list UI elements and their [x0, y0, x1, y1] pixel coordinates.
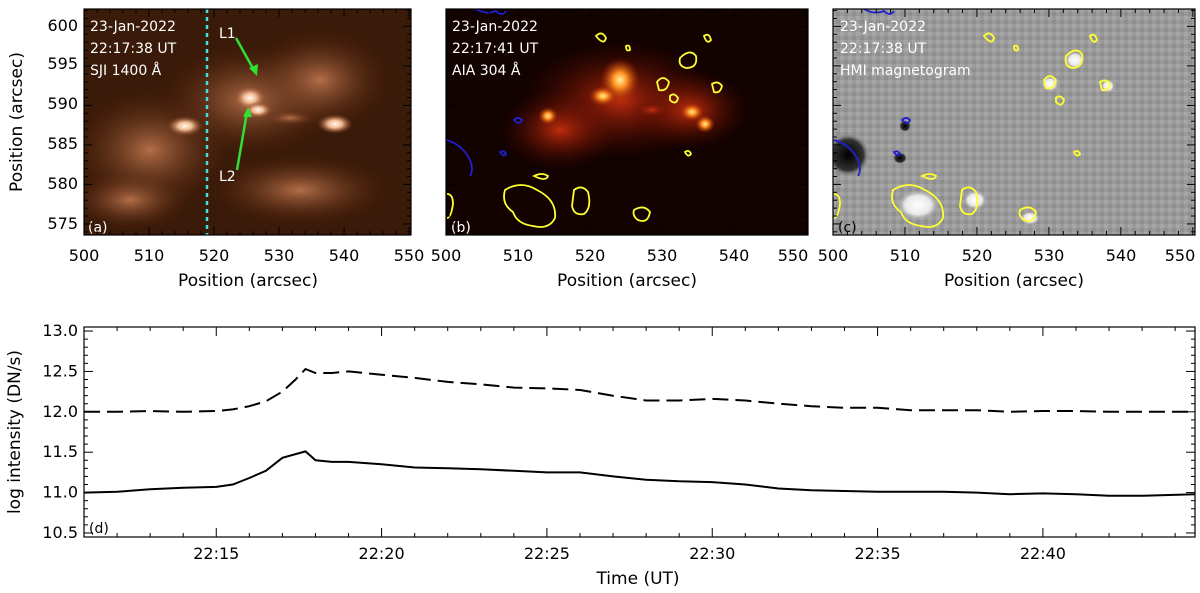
xtick-label: 550	[1165, 246, 1196, 265]
panel-b-label: (b)	[451, 220, 471, 236]
arrow-l2	[235, 111, 249, 171]
ytick-label: 590	[47, 94, 78, 113]
xtick-label: 540	[1106, 246, 1137, 265]
xtick-label: 530	[1034, 246, 1065, 265]
ytick-label: 600	[47, 16, 78, 35]
panel-c-label: (c)	[838, 220, 857, 236]
panel-a-xlabel: Position (arcsec)	[178, 271, 318, 291]
panel-c-contours-negative	[833, 9, 912, 177]
arrow-l1	[234, 37, 257, 73]
ytick-label: 595	[47, 54, 78, 73]
panel-c-image	[833, 9, 1115, 228]
x-tick-label: 22:35	[855, 544, 901, 563]
x-tick-label: 22:15	[193, 544, 239, 563]
panel-a-image	[84, 9, 390, 235]
panel-c-xlabel: Position (arcsec)	[944, 271, 1084, 291]
arrow-label-l1: L1	[219, 26, 236, 42]
panel-b-instrument: AIA 304 Å	[452, 62, 521, 79]
x-tick-label: 22:20	[359, 544, 405, 563]
x-tick-label: 22:40	[1020, 544, 1066, 563]
panel-a-time: 22:17:38 UT	[90, 41, 177, 57]
panel-a-ylabel: Position (arcsec)	[7, 52, 27, 192]
xtick-label: 520	[962, 246, 993, 265]
xtick-label: 530	[264, 246, 295, 265]
panel-b-contours-positive	[446, 32, 723, 228]
x-tick-label: 22:30	[689, 544, 735, 563]
xtick-label: 500	[431, 246, 462, 265]
panel-b-frame	[445, 8, 809, 236]
panel-b-xtick-labels: 500 510 520 530 540 550	[431, 246, 809, 265]
y-tick-label: 13.0	[42, 321, 78, 340]
panel-a: 23-Jan-2022 22:17:38 UT SJI 1400 Å L1 L2…	[7, 8, 425, 291]
panel-d-ticks	[83, 327, 1195, 537]
panel-c: 23-Jan-2022 22:17:38 UT HMI magnetogram …	[818, 8, 1196, 291]
panel-a-label: (a)	[88, 220, 108, 236]
xtick-label: 510	[503, 246, 534, 265]
panel-a-frame	[83, 8, 412, 236]
y-tick-label: 11.0	[42, 483, 78, 502]
panel-b-xlabel: Position (arcsec)	[557, 271, 697, 291]
panel-d-label: (d)	[89, 521, 109, 537]
xtick-label: 510	[890, 246, 921, 265]
panel-c-contours-positive	[833, 32, 1111, 228]
series-line-dashed	[84, 367, 1195, 413]
xtick-label: 550	[394, 246, 425, 265]
panel-c-date: 23-Jan-2022	[840, 19, 926, 35]
ytick-label: 580	[47, 174, 78, 193]
xtick-label: 540	[719, 246, 750, 265]
panel-a-ticks	[83, 9, 411, 235]
panel-b-contours-negative	[446, 9, 524, 177]
xtick-label: 500	[69, 246, 100, 265]
panel-a-date: 23-Jan-2022	[90, 19, 176, 35]
xtick-label: 550	[778, 246, 809, 265]
arrow-label-l2: L2	[219, 169, 236, 185]
x-tick-label: 22:25	[524, 544, 570, 563]
panel-d-xlabel: Time (UT)	[595, 569, 679, 589]
xtick-label: 530	[647, 246, 678, 265]
panel-c-xtick-labels: 500 510 520 530 540 550	[818, 246, 1196, 265]
panel-a-ytick-labels: 575 580 585 590 595 600	[47, 16, 78, 233]
panel-c-frame	[832, 8, 1196, 236]
panel-c-ticks	[832, 9, 1195, 235]
panel-d-tick-labels: 22:15 22:20 22:25 22:30 22:35 22:40 10.5 11.0 11…	[42, 321, 1066, 563]
y-tick-label: 10.5	[42, 523, 78, 542]
xtick-label: 520	[199, 246, 230, 265]
panel-d-series	[83, 367, 1196, 497]
panel-d: 22:15 22:20 22:25 22:30 22:35 22:40 10.5 11.0 11…	[5, 321, 1196, 589]
series-line-solid	[83, 450, 1196, 497]
panel-b-time: 22:17:41 UT	[452, 41, 539, 57]
panel-d-ylabel: log intensity (DN/s)	[5, 350, 25, 514]
ytick-label: 585	[47, 134, 78, 153]
panel-b-ticks	[445, 9, 808, 235]
xtick-label: 510	[134, 246, 165, 265]
y-tick-label: 12.5	[42, 361, 78, 380]
panel-b-image	[446, 9, 750, 228]
panel-d-frame	[83, 326, 1196, 538]
xtick-label: 520	[575, 246, 606, 265]
y-tick-label: 12.0	[42, 402, 78, 421]
panel-a-xtick-labels: 500 510 520 530 540 550	[69, 246, 425, 265]
panel-b: 23-Jan-2022 22:17:41 UT AIA 304 Å (b) 50…	[431, 8, 809, 291]
y-tick-label: 11.5	[42, 442, 78, 461]
panel-c-instrument: HMI magnetogram	[840, 63, 971, 79]
xtick-label: 500	[818, 246, 849, 265]
panel-b-date: 23-Jan-2022	[452, 19, 538, 35]
xtick-label: 540	[329, 246, 360, 265]
panel-c-time: 22:17:38 UT	[840, 41, 927, 57]
arrow-l2-head	[243, 107, 252, 117]
arrow-l1-head	[249, 64, 258, 76]
panel-a-instrument: SJI 1400 Å	[90, 62, 162, 79]
ytick-label: 575	[47, 214, 78, 233]
